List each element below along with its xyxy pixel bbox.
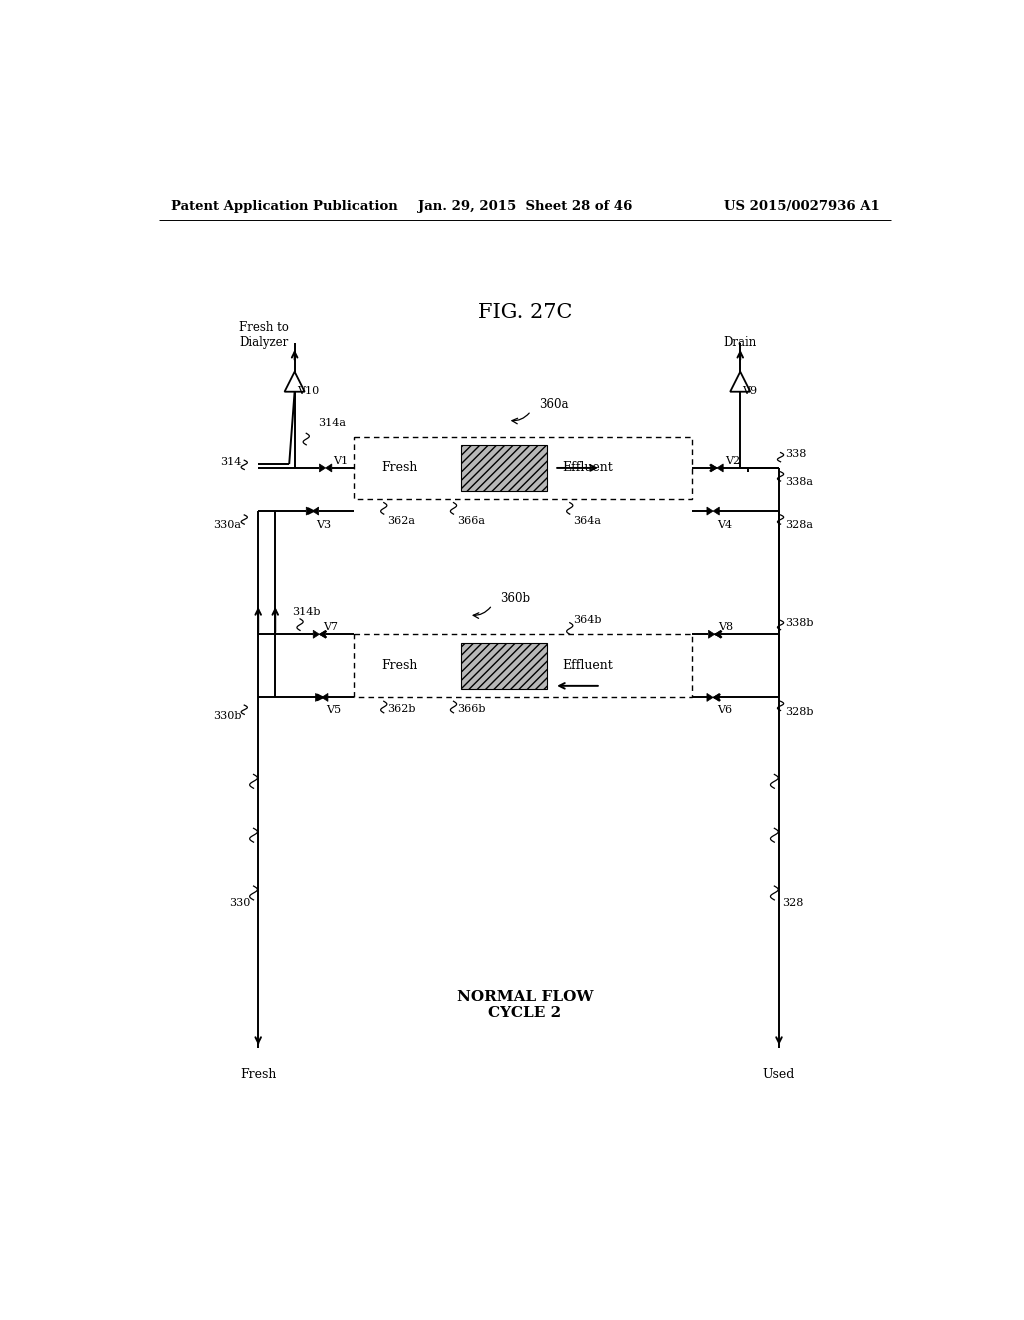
Text: 338b: 338b	[785, 618, 814, 628]
Text: 366a: 366a	[458, 516, 485, 525]
Text: NORMAL FLOW
CYCLE 2: NORMAL FLOW CYCLE 2	[457, 990, 593, 1020]
Bar	[461, 445, 547, 491]
Text: 328b: 328b	[785, 706, 814, 717]
Text: Effluent: Effluent	[562, 462, 612, 474]
Polygon shape	[713, 693, 719, 701]
Polygon shape	[313, 630, 319, 639]
Polygon shape	[322, 693, 328, 701]
Polygon shape	[306, 507, 312, 515]
Text: US 2015/0027936 A1: US 2015/0027936 A1	[724, 199, 880, 213]
Text: 338: 338	[785, 449, 807, 459]
Text: 330b: 330b	[213, 711, 241, 721]
Text: 360b: 360b	[500, 593, 530, 606]
Polygon shape	[319, 630, 326, 639]
Bar	[354, 635, 692, 697]
Polygon shape	[707, 693, 713, 701]
Text: 362b: 362b	[388, 704, 416, 714]
Text: V9: V9	[742, 385, 758, 396]
Polygon shape	[312, 507, 318, 515]
Polygon shape	[707, 507, 713, 515]
Polygon shape	[711, 463, 717, 473]
Text: V7: V7	[324, 622, 338, 632]
Text: Fresh to
Dialyzer: Fresh to Dialyzer	[239, 321, 289, 350]
Polygon shape	[319, 463, 326, 473]
Polygon shape	[717, 463, 723, 473]
Bar	[461, 643, 547, 689]
Text: Fresh: Fresh	[240, 1068, 276, 1081]
Text: V1: V1	[334, 457, 348, 466]
Text: Jan. 29, 2015  Sheet 28 of 46: Jan. 29, 2015 Sheet 28 of 46	[418, 199, 632, 213]
Text: 364b: 364b	[573, 615, 602, 626]
Text: V8: V8	[719, 622, 733, 632]
Text: 366b: 366b	[458, 704, 485, 714]
Polygon shape	[715, 630, 721, 639]
Text: 360a: 360a	[539, 399, 568, 412]
Text: 314a: 314a	[317, 418, 346, 428]
Text: V6: V6	[717, 705, 732, 715]
Text: 364a: 364a	[573, 516, 602, 525]
Text: 328: 328	[782, 898, 804, 908]
Text: Used: Used	[763, 1068, 796, 1081]
Text: V5: V5	[326, 705, 341, 715]
Text: 328a: 328a	[785, 520, 813, 531]
Text: V3: V3	[316, 520, 332, 531]
Text: 330: 330	[229, 898, 251, 908]
Polygon shape	[713, 507, 719, 515]
Text: 330a: 330a	[213, 520, 241, 531]
Text: Drain: Drain	[724, 337, 757, 350]
Bar	[354, 437, 692, 499]
Text: Fresh: Fresh	[381, 659, 418, 672]
Text: Effluent: Effluent	[562, 659, 612, 672]
Polygon shape	[315, 693, 322, 701]
Text: 314b: 314b	[292, 607, 321, 618]
Polygon shape	[709, 630, 715, 639]
Text: FIG. 27C: FIG. 27C	[477, 302, 572, 322]
Text: 314: 314	[220, 457, 241, 467]
Text: 362a: 362a	[388, 516, 416, 525]
Text: 338a: 338a	[785, 478, 813, 487]
Text: V4: V4	[717, 520, 732, 531]
Polygon shape	[326, 463, 332, 473]
Text: Fresh: Fresh	[381, 462, 418, 474]
Text: V2: V2	[725, 457, 740, 466]
Text: Patent Application Publication: Patent Application Publication	[171, 199, 397, 213]
Text: V10: V10	[297, 385, 319, 396]
